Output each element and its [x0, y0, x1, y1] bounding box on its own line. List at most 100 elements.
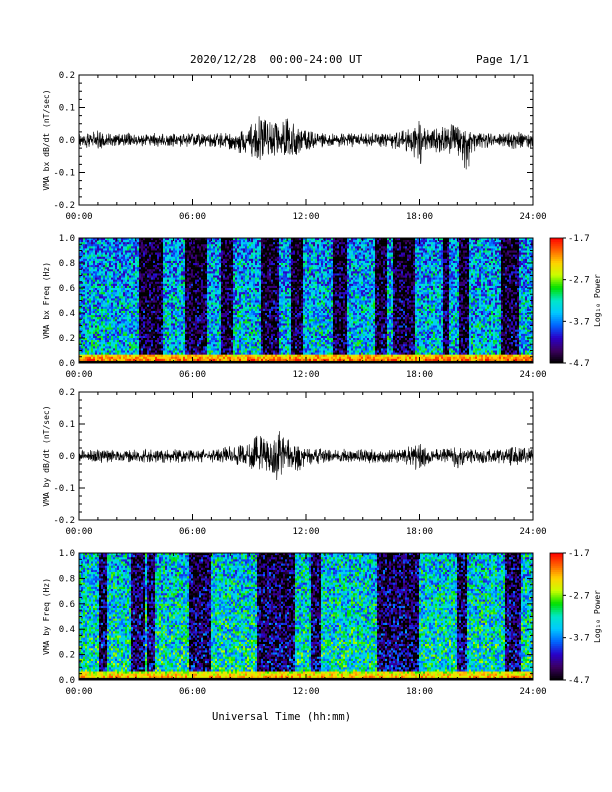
spectrogram-cell: [189, 246, 192, 249]
spectrogram-cell: [189, 265, 192, 268]
spectrogram-cell: [227, 269, 230, 272]
spectrogram-cell: [143, 281, 146, 285]
spectrogram-cell: [137, 242, 140, 245]
spectrogram-cell: [107, 360, 110, 364]
spectrogram-cell: [175, 242, 178, 245]
spectrogram-cell: [231, 344, 234, 347]
spectrogram-cell: [145, 344, 148, 347]
spectrogram-cell: [239, 273, 242, 276]
spectrogram-cell: [119, 308, 122, 312]
spectrogram-cell: [181, 315, 184, 318]
spectrogram-cell: [151, 277, 154, 280]
spectrogram-cell: [149, 344, 152, 347]
spectrogram-cell: [193, 304, 196, 308]
spectrogram-cell: [207, 346, 210, 349]
spectrogram-cell: [229, 317, 232, 320]
spectrogram-cell: [229, 327, 232, 330]
spectrogram-cell: [215, 260, 218, 264]
spectrogram-cell: [105, 350, 108, 353]
spectrogram-cell: [237, 271, 240, 274]
spectrogram-cell: [167, 331, 170, 335]
spectrogram-cell: [225, 267, 228, 270]
spectrogram-cell: [213, 340, 216, 343]
spectrogram-cell: [87, 288, 90, 291]
spectrogram-cell: [225, 331, 228, 335]
spectrogram-cell: [195, 356, 198, 360]
spectrogram-cell: [167, 323, 170, 326]
spectrogram-cell: [203, 248, 206, 251]
spectrogram-cell: [229, 315, 232, 318]
spectrogram-cell: [159, 333, 162, 337]
spectrogram-cell: [139, 240, 142, 243]
spectrogram-cell: [145, 358, 148, 362]
spectrogram-cell: [193, 302, 196, 305]
spectrogram-cell: [91, 350, 94, 353]
spectrogram-cell: [107, 344, 110, 347]
spectrogram-cell: [145, 279, 148, 283]
spectrogram-cell: [131, 321, 134, 324]
spectrogram-cell: [79, 288, 82, 291]
spectrogram-cell: [145, 288, 148, 291]
spectrogram-cell: [181, 275, 184, 278]
spectrogram-cell: [183, 360, 186, 364]
spectrogram-cell: [173, 360, 176, 364]
spectrogram-cell: [213, 300, 216, 303]
spectrogram-cell: [141, 244, 144, 247]
spectrogram-cell: [153, 302, 156, 305]
spectrogram-cell: [215, 344, 218, 347]
spectrogram-cell: [185, 358, 188, 362]
spectrogram-cell: [167, 325, 170, 328]
spectrogram-cell: [101, 304, 104, 308]
spectrogram-cell: [201, 304, 204, 308]
spectrogram-cell: [85, 277, 88, 280]
spectrogram-cell: [83, 317, 86, 320]
spectrogram-cell: [167, 267, 170, 270]
spectrogram-cell: [159, 346, 162, 349]
spectrogram-cell: [127, 265, 130, 268]
spectrogram-cell: [203, 333, 206, 337]
spectrogram-cell: [137, 283, 140, 287]
spectrogram-cell: [115, 250, 118, 253]
spectrogram-cell: [213, 238, 216, 241]
spectrogram-cell: [163, 321, 166, 324]
spectrogram-cell: [155, 319, 158, 322]
spectrogram-cell: [151, 298, 154, 301]
spectrogram-cell: [189, 346, 192, 349]
spectrogram-cell: [187, 260, 190, 264]
spectrogram-cell: [85, 302, 88, 305]
spectrogram-cell: [155, 244, 158, 247]
spectrogram-cell: [113, 333, 116, 337]
spectrogram-cell: [223, 344, 226, 347]
spectrogram-cell: [95, 321, 98, 324]
spectrogram-cell: [127, 302, 130, 305]
spectrogram-cell: [87, 310, 90, 314]
spectrogram-cell: [87, 283, 90, 287]
spectrogram-cell: [241, 300, 244, 303]
spectrogram-cell: [85, 238, 88, 241]
spectrogram-cell: [171, 342, 174, 345]
spectrogram-cell: [201, 283, 204, 287]
spectrogram-cell: [209, 315, 212, 318]
spectrogram-cell: [227, 279, 230, 283]
spectrogram-cell: [151, 333, 154, 337]
spectrogram-cell: [137, 356, 140, 360]
spectrogram-cell: [155, 258, 158, 262]
spectrogram-cell: [119, 352, 122, 355]
spectrogram-cell: [97, 329, 100, 333]
spectrogram-cell: [151, 358, 154, 362]
spectrogram-cell: [187, 321, 190, 324]
spectrogram-cell: [139, 292, 142, 295]
spectrogram-cell: [193, 265, 196, 268]
spectrogram-cell: [87, 240, 90, 243]
spectrogram-cell: [173, 269, 176, 272]
spectrogram-cell: [189, 269, 192, 272]
spectrogram-cell: [227, 240, 230, 243]
spectrogram-cell: [109, 352, 112, 355]
spectrogram-cell: [127, 258, 130, 262]
spectrogram-cell: [147, 340, 150, 343]
spectrogram-cell: [229, 306, 232, 310]
spectrogram-cell: [171, 254, 174, 258]
spectrogram-cell: [171, 344, 174, 347]
spectrogram-cell: [145, 325, 148, 328]
